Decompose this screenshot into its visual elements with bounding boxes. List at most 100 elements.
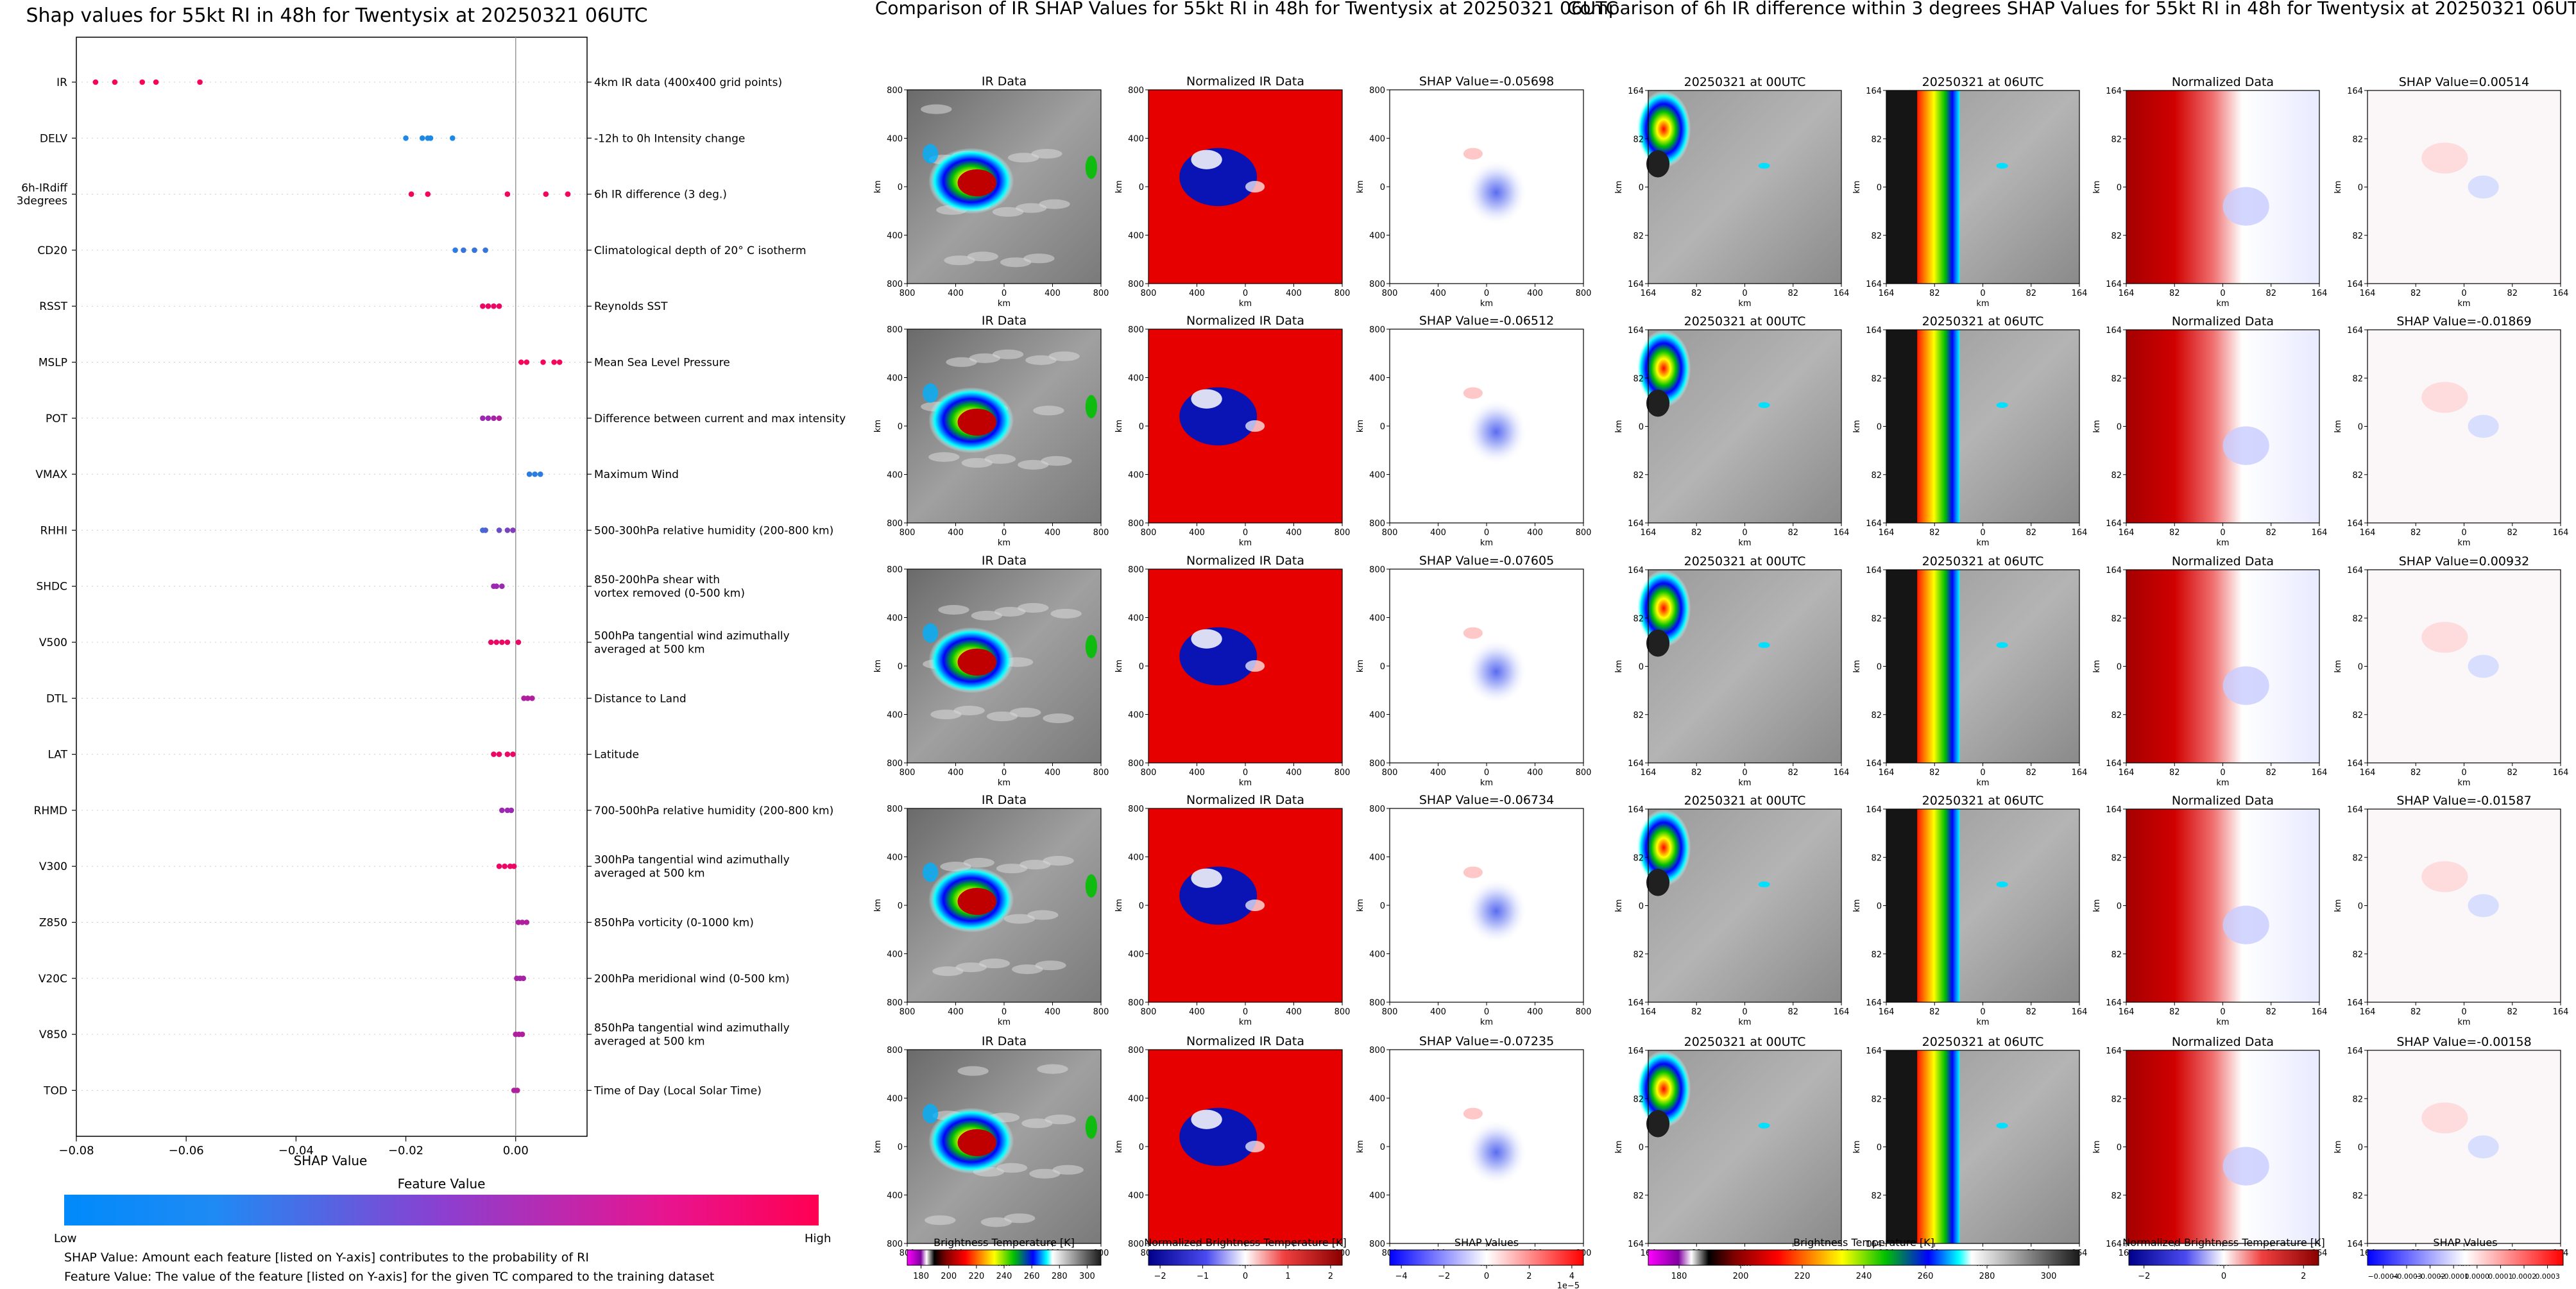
x-axis-label: km: [2216, 778, 2229, 788]
x-tick-label: −0.08: [58, 1144, 94, 1157]
negative-patch: [2222, 187, 2269, 226]
feature-label: V300: [39, 860, 67, 873]
y-tick-label: 82: [2352, 614, 2363, 624]
colorbar-tick-label: 0: [1484, 1272, 1489, 1281]
x-tick-label: 82: [1787, 768, 1798, 778]
colorbar-tick-label: −2: [1438, 1272, 1450, 1281]
x-tick-label: 0: [1484, 528, 1489, 538]
y-tick-label: 0: [2117, 184, 2122, 193]
x-tick-label: 800: [1382, 1007, 1398, 1017]
dark-patch: [1646, 150, 1670, 178]
x-tick-label: 82: [2507, 528, 2518, 538]
y-tick-label: 800: [1128, 805, 1144, 814]
shap-positive-region: [1463, 1107, 1483, 1120]
y-tick-label: 164: [1628, 1046, 1644, 1056]
x-tick-label: 400: [1189, 1007, 1205, 1017]
shap-point: [524, 359, 530, 365]
shap-point: [425, 191, 431, 197]
irdiff-panel: 20250321 at 06UTC1641648282008282164164k…: [1852, 1035, 2087, 1268]
x-tick-label: −0.06: [169, 1144, 204, 1157]
y-tick-label: 400: [1369, 374, 1385, 384]
small-cell: [1758, 402, 1770, 408]
feature-label: V850: [39, 1029, 67, 1041]
y-tick-label: 82: [1871, 711, 1882, 721]
x-axis-label: km: [1976, 778, 1989, 788]
y-tick-label: 800: [1128, 325, 1144, 335]
x-tick-label: 164: [2360, 768, 2376, 778]
panel-frame: [907, 1049, 1102, 1244]
y-tick-label: 0: [1380, 901, 1385, 911]
y-tick-label: 800: [1369, 998, 1385, 1008]
y-axis-label: km: [1614, 420, 1624, 432]
x-tick-label: 164: [2312, 1007, 2328, 1017]
y-tick-label: 800: [887, 998, 903, 1008]
shap-point: [524, 919, 530, 925]
panel-frame: [1148, 1049, 1343, 1244]
x-tick-label: 400: [948, 768, 964, 778]
y-tick-label: 400: [1369, 1095, 1385, 1104]
cloud-streak: [967, 252, 998, 262]
shap-feature-rows: IR 4km IR data (400x400 grid points) DELV -…: [17, 37, 846, 1136]
x-tick-label: 164: [2312, 768, 2328, 778]
irdiff-panel: 20250321 at 06UTC1641648282008282164164k…: [1852, 554, 2087, 788]
x-tick-label: 0: [2461, 528, 2466, 538]
shap-point: [504, 807, 511, 814]
x-tick-label: 800: [1141, 768, 1157, 778]
negative-patch: [2222, 426, 2269, 465]
negative-patch: [2222, 905, 2269, 944]
y-tick-label: 164: [2347, 87, 2363, 96]
irdiff-panel: 20250321 at 06UTC1641648282008282164164k…: [1852, 314, 2087, 548]
x-tick-label: 0: [1980, 289, 1985, 298]
feature-row: RHHI 500-300hPa relative humidity (200-80…: [40, 524, 834, 537]
x-tick-label: 82: [1929, 768, 1940, 778]
y-tick-label: 800: [1369, 86, 1385, 96]
x-axis-label: km: [1738, 778, 1751, 788]
ir-panel-grid: IR Data80080040040000400400800800kmkmNor…: [873, 74, 1591, 1268]
colorbar-tick-label: 260: [1024, 1272, 1040, 1281]
feature-description: Time of Day (Local Solar Time): [593, 1084, 762, 1097]
cloud-streak: [1031, 149, 1062, 159]
y-tick-label: 164: [2347, 1046, 2363, 1056]
cloud-cell: [923, 383, 939, 403]
negative-patch: [2222, 666, 2269, 705]
shap-positive-region: [2421, 622, 2468, 653]
colorbar-tick-label: 0.0003: [2535, 1272, 2560, 1281]
shap-value-title: SHAP Value=-0.07605: [1419, 554, 1554, 568]
feature-label: VMAX: [35, 468, 67, 481]
y-axis-label: km: [1356, 180, 1365, 193]
x-axis-label: km: [2457, 299, 2470, 309]
shap-point: [496, 527, 502, 533]
shap-negative-region: [2468, 654, 2499, 678]
feature-description: Distance to Land: [594, 692, 687, 705]
dark-patch: [1646, 1110, 1670, 1138]
y-tick-label: 0: [2358, 184, 2363, 193]
panel-frame: [1886, 808, 2080, 1003]
shap-point: [504, 527, 511, 533]
feature-description: 500-300hPa relative humidity (200-800 km…: [594, 524, 833, 537]
y-tick-label: 0: [1877, 1143, 1882, 1153]
y-tick-label: 400: [1128, 232, 1144, 241]
cloud-streak: [1029, 1168, 1061, 1179]
x-tick-label: 400: [948, 528, 964, 538]
colorbar-tick-label: 2: [2301, 1272, 2306, 1281]
panel-frame: [2126, 569, 2320, 764]
x-tick-label: 164: [2072, 289, 2088, 298]
x-tick-label: 164: [1879, 528, 1895, 538]
feature-description: Climatological depth of 20° C isotherm: [594, 244, 806, 257]
y-axis-label: km: [1114, 899, 1124, 912]
shap-point: [452, 247, 458, 253]
y-tick-label: 82: [1871, 614, 1882, 624]
colorbar-tick-label: −0.0002: [2415, 1272, 2446, 1281]
y-tick-label: 82: [2111, 232, 2122, 241]
y-tick-label: 164: [1628, 759, 1644, 769]
y-axis-label: km: [1852, 899, 1862, 912]
x-tick-label: 400: [1286, 289, 1302, 298]
panel-frame: [1389, 89, 1584, 284]
shap-diff-background: [2367, 90, 2561, 284]
y-axis-label: km: [1356, 1140, 1365, 1153]
x-tick-label: 164: [1834, 289, 1850, 298]
colorbar-label: Normalized Brightness Temperature [K]: [1144, 1236, 1347, 1249]
y-tick-label: 0: [1877, 902, 1882, 912]
irdiff-panel: 20250321 at 00UTC1641648282008282164164k…: [1614, 314, 1849, 548]
